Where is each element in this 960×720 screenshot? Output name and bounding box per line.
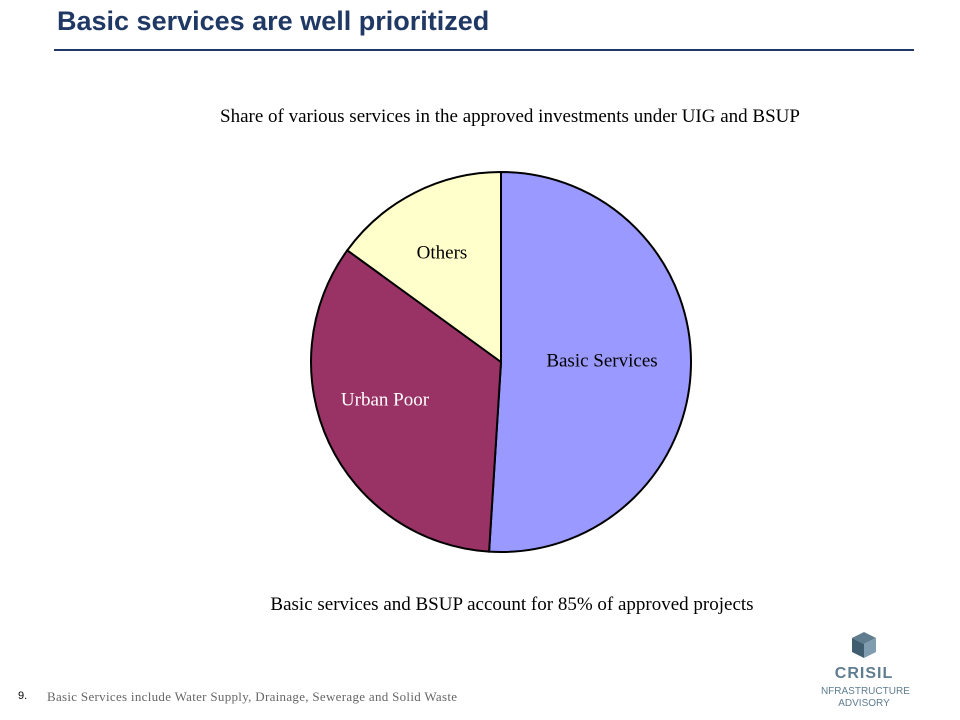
logo-name: CRISIL bbox=[835, 665, 893, 682]
pie-slice-basic-services bbox=[488, 170, 692, 553]
chart-title: Share of various services in the approve… bbox=[220, 106, 800, 127]
page-number: 9. bbox=[18, 690, 28, 702]
crisil-logo: CRISIL INFRASTRUCTURE ADVISORY bbox=[820, 632, 910, 709]
pie-label-others: Others bbox=[417, 242, 468, 263]
logo-line1: INFRASTRUCTURE bbox=[820, 686, 910, 697]
page-title: Basic services are well prioritized bbox=[57, 6, 490, 36]
logo-line2: ADVISORY bbox=[838, 698, 890, 709]
title-divider bbox=[54, 49, 914, 51]
pie-label-basic-services: Basic Services bbox=[546, 350, 657, 371]
chart-note: Basic services and BSUP account for 85% … bbox=[270, 594, 754, 615]
pie-slice-others bbox=[345, 170, 502, 364]
logo-mark-icon bbox=[852, 632, 876, 658]
pie-slice-urban-poor bbox=[310, 248, 503, 553]
pie-label-urban-poor: Urban Poor bbox=[341, 389, 430, 410]
footnote: Basic Services include Water Supply, Dra… bbox=[47, 689, 458, 704]
